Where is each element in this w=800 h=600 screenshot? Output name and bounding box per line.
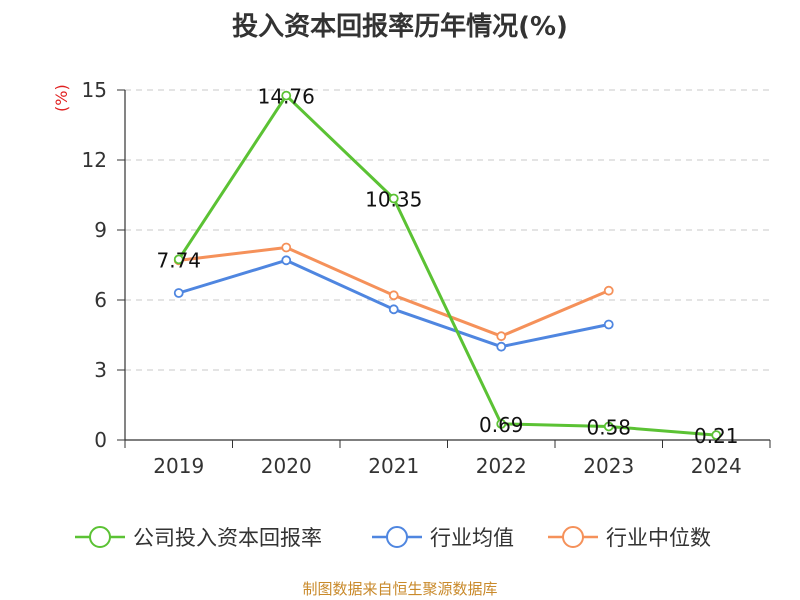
y-tick-label: 0: [94, 428, 107, 452]
data-label: 0.58: [586, 415, 631, 439]
x-tick-label: 2019: [153, 454, 204, 478]
data-point: [603, 421, 614, 432]
data-point: [173, 254, 184, 265]
y-tick-label: 12: [82, 148, 107, 172]
data-point: [603, 319, 614, 330]
data-label: 0.69: [479, 413, 524, 437]
data-point: [496, 331, 507, 342]
x-tick-label: 2022: [476, 454, 527, 478]
data-label: 14.76: [258, 85, 315, 109]
data-point: [388, 193, 399, 204]
legend-marker-circle: [386, 526, 408, 548]
x-tick-label: 2023: [583, 454, 634, 478]
chart-title: 投入资本回报率历年情况(%): [232, 12, 568, 42]
x-tick-label: 2020: [261, 454, 312, 478]
x-tick-label: 2021: [368, 454, 419, 478]
legend-label: 行业中位数: [606, 526, 711, 550]
y-tick-label: 6: [94, 288, 107, 312]
data-point: [388, 304, 399, 315]
data-point: [388, 290, 399, 301]
data-point: [603, 285, 614, 296]
y-tick-label: 9: [94, 218, 107, 242]
data-point: [281, 242, 292, 253]
data-label: 10.35: [365, 188, 422, 212]
data-point: [281, 255, 292, 266]
data-point: [496, 418, 507, 429]
legend-label: 行业均值: [430, 526, 514, 550]
data-label: 0.21: [694, 424, 739, 448]
legend-marker-circle: [89, 526, 111, 548]
data-point: [173, 288, 184, 298]
legend-label: 公司投入资本回报率: [133, 526, 322, 550]
x-tick-label: 2024: [691, 454, 742, 478]
data-point: [711, 430, 722, 441]
y-tick-label: 15: [82, 78, 107, 102]
data-label: 7.74: [156, 248, 201, 272]
data-point: [281, 90, 292, 101]
data-source-note: 制图数据来自恒生聚源数据库: [302, 580, 498, 598]
data-point: [496, 341, 507, 352]
y-tick-label: 3: [94, 358, 107, 382]
legend-marker-circle: [562, 526, 584, 548]
series-line: [177, 94, 717, 437]
series-line: [178, 258, 610, 349]
